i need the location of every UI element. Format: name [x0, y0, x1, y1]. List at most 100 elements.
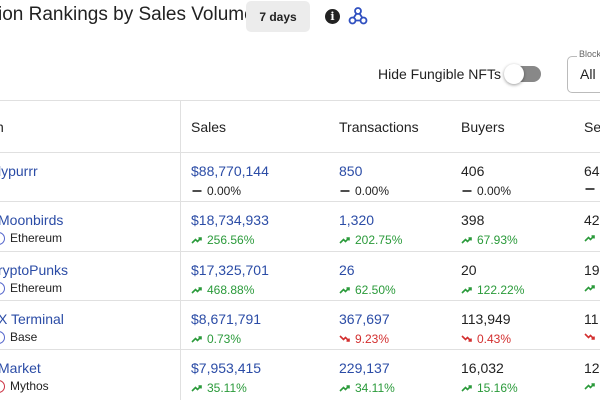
trend-up-icon	[461, 385, 472, 392]
sales-change: 35.11%	[191, 381, 247, 395]
collection-chain: Mythos	[0, 379, 49, 393]
trend-up-icon	[584, 285, 595, 292]
toggle-knob[interactable]	[504, 64, 524, 84]
trend-up-icon	[339, 237, 350, 244]
transactions-change: 0.00%	[339, 184, 389, 198]
collection-name[interactable]: Market	[0, 360, 41, 376]
sales-value[interactable]: $8,671,791	[191, 311, 262, 327]
table-row[interactable]: ryptoPunks Ethereum $17,325,701 468.88% 26 62…	[0, 252, 600, 301]
transactions-change: 9.23%	[339, 332, 389, 346]
buyers-change-value: 15.16%	[477, 381, 518, 395]
hide-fungible-label: Hide Fungible NFTs	[378, 66, 501, 82]
chain-logo-icon	[0, 330, 5, 344]
sales-change-value: 0.73%	[207, 332, 242, 346]
table-top-divider	[0, 100, 600, 101]
sales-change-value: 35.11%	[207, 381, 247, 395]
page-header: ion Rankings by Sales Volume 7 days i	[0, 0, 600, 40]
sales-change: 256.56%	[191, 233, 254, 247]
sellers-value: 12	[584, 360, 600, 376]
page-title: ion Rankings by Sales Volume	[0, 4, 255, 25]
col-header-sales[interactable]: Sales	[191, 119, 227, 135]
chain-name: Base	[10, 330, 38, 344]
sales-value[interactable]: $17,325,701	[191, 262, 269, 278]
row-divider	[0, 349, 600, 350]
trend-up-icon	[191, 336, 202, 343]
sales-change-value: 468.88%	[207, 283, 255, 297]
chain-name: Mythos	[10, 379, 49, 393]
sales-change: 468.88%	[191, 283, 254, 297]
sales-value[interactable]: $7,953,415	[191, 360, 262, 376]
buyers-change: 122.22%	[461, 283, 524, 297]
transactions-value[interactable]: 26	[339, 262, 355, 278]
dash-icon	[340, 190, 350, 192]
transactions-change: 62.50%	[339, 283, 396, 297]
sellers-value: 11	[584, 311, 599, 327]
buyers-value: 406	[461, 163, 485, 179]
transactions-change-value: 9.23%	[355, 332, 390, 346]
trend-down-icon	[461, 335, 472, 342]
trend-up-icon	[584, 383, 595, 390]
transactions-change-value: 202.75%	[355, 233, 403, 247]
sellers-change	[584, 332, 600, 342]
chain-name: Ethereum	[10, 281, 63, 295]
table-row[interactable]: Market Mythos $7,953,415 35.11% 229,137 34.11…	[0, 350, 600, 399]
transactions-change-value: 0.00%	[355, 184, 390, 198]
chain-name: Ethereum	[10, 231, 63, 245]
collection-chain: Ethereum	[0, 281, 62, 295]
period-button[interactable]: 7 days	[246, 1, 310, 32]
sales-value[interactable]: $18,734,933	[191, 212, 269, 228]
dash-icon	[462, 190, 472, 192]
trend-up-icon	[191, 385, 202, 392]
table-row[interactable]: X Terminal Base $8,671,791 0.73% 367,697 9.23…	[0, 301, 600, 350]
collection-name[interactable]: X Terminal	[0, 311, 64, 327]
buyers-change: 15.16%	[461, 381, 518, 395]
buyers-value: 398	[461, 212, 485, 228]
trend-up-icon	[191, 237, 202, 244]
col-header-transactions[interactable]: Transactions	[339, 119, 419, 135]
transactions-change-value: 34.11%	[355, 381, 395, 395]
transactions-value[interactable]: 850	[339, 163, 363, 179]
trend-up-icon	[339, 287, 350, 294]
dash-icon	[585, 188, 595, 190]
transactions-value[interactable]: 229,137	[339, 360, 390, 376]
sales-change-value: 0.00%	[207, 184, 242, 198]
buyers-change-value: 0.00%	[477, 184, 512, 198]
buyers-change-value: 122.22%	[477, 283, 525, 297]
chain-logo-icon	[0, 231, 5, 245]
collection-name[interactable]: lypurrr	[0, 163, 38, 179]
chain-select-label: Block	[577, 49, 600, 59]
row-divider	[0, 152, 600, 153]
dash-icon	[192, 190, 202, 192]
transactions-change: 202.75%	[339, 233, 402, 247]
hide-fungible-toggle[interactable]	[504, 64, 541, 84]
collection-name[interactable]: ryptoPunks	[0, 262, 69, 278]
col-header-collection[interactable]: n	[0, 119, 4, 135]
sales-change-value: 256.56%	[207, 233, 255, 247]
transactions-change-value: 62.50%	[355, 283, 396, 297]
chain-select-value[interactable]: All	[580, 66, 596, 82]
trend-up-icon	[461, 237, 472, 244]
buyers-change: 0.43%	[461, 332, 511, 346]
table-row[interactable]: Moonbirds Ethereum $18,734,933 256.56% 1,320…	[0, 202, 600, 251]
sales-change: 0.73%	[191, 332, 241, 346]
col-header-buyers[interactable]: Buyers	[461, 119, 505, 135]
webhook-icon[interactable]	[348, 6, 368, 26]
col-header-sellers[interactable]: Se	[584, 119, 600, 135]
trend-down-icon	[584, 333, 595, 340]
trend-up-icon	[339, 385, 350, 392]
transactions-value[interactable]: 367,697	[339, 311, 390, 327]
sellers-change	[584, 381, 600, 391]
table-row[interactable]: lypurrr $88,770,144 0.00% 850 0.00% 406 0.00% 6…	[0, 153, 600, 202]
sales-change: 0.00%	[191, 184, 241, 198]
trend-up-icon	[584, 235, 595, 242]
buyers-change-value: 67.93%	[477, 233, 518, 247]
collection-name[interactable]: Moonbirds	[0, 212, 64, 228]
sellers-change	[584, 283, 600, 293]
transactions-change: 34.11%	[339, 381, 395, 395]
sales-value[interactable]: $88,770,144	[191, 163, 269, 179]
transactions-value[interactable]: 1,320	[339, 212, 375, 228]
info-icon[interactable]: i	[325, 9, 340, 24]
sellers-value: 19	[584, 262, 600, 278]
chain-logo-icon	[0, 379, 5, 393]
buyers-value: 20	[461, 262, 477, 278]
